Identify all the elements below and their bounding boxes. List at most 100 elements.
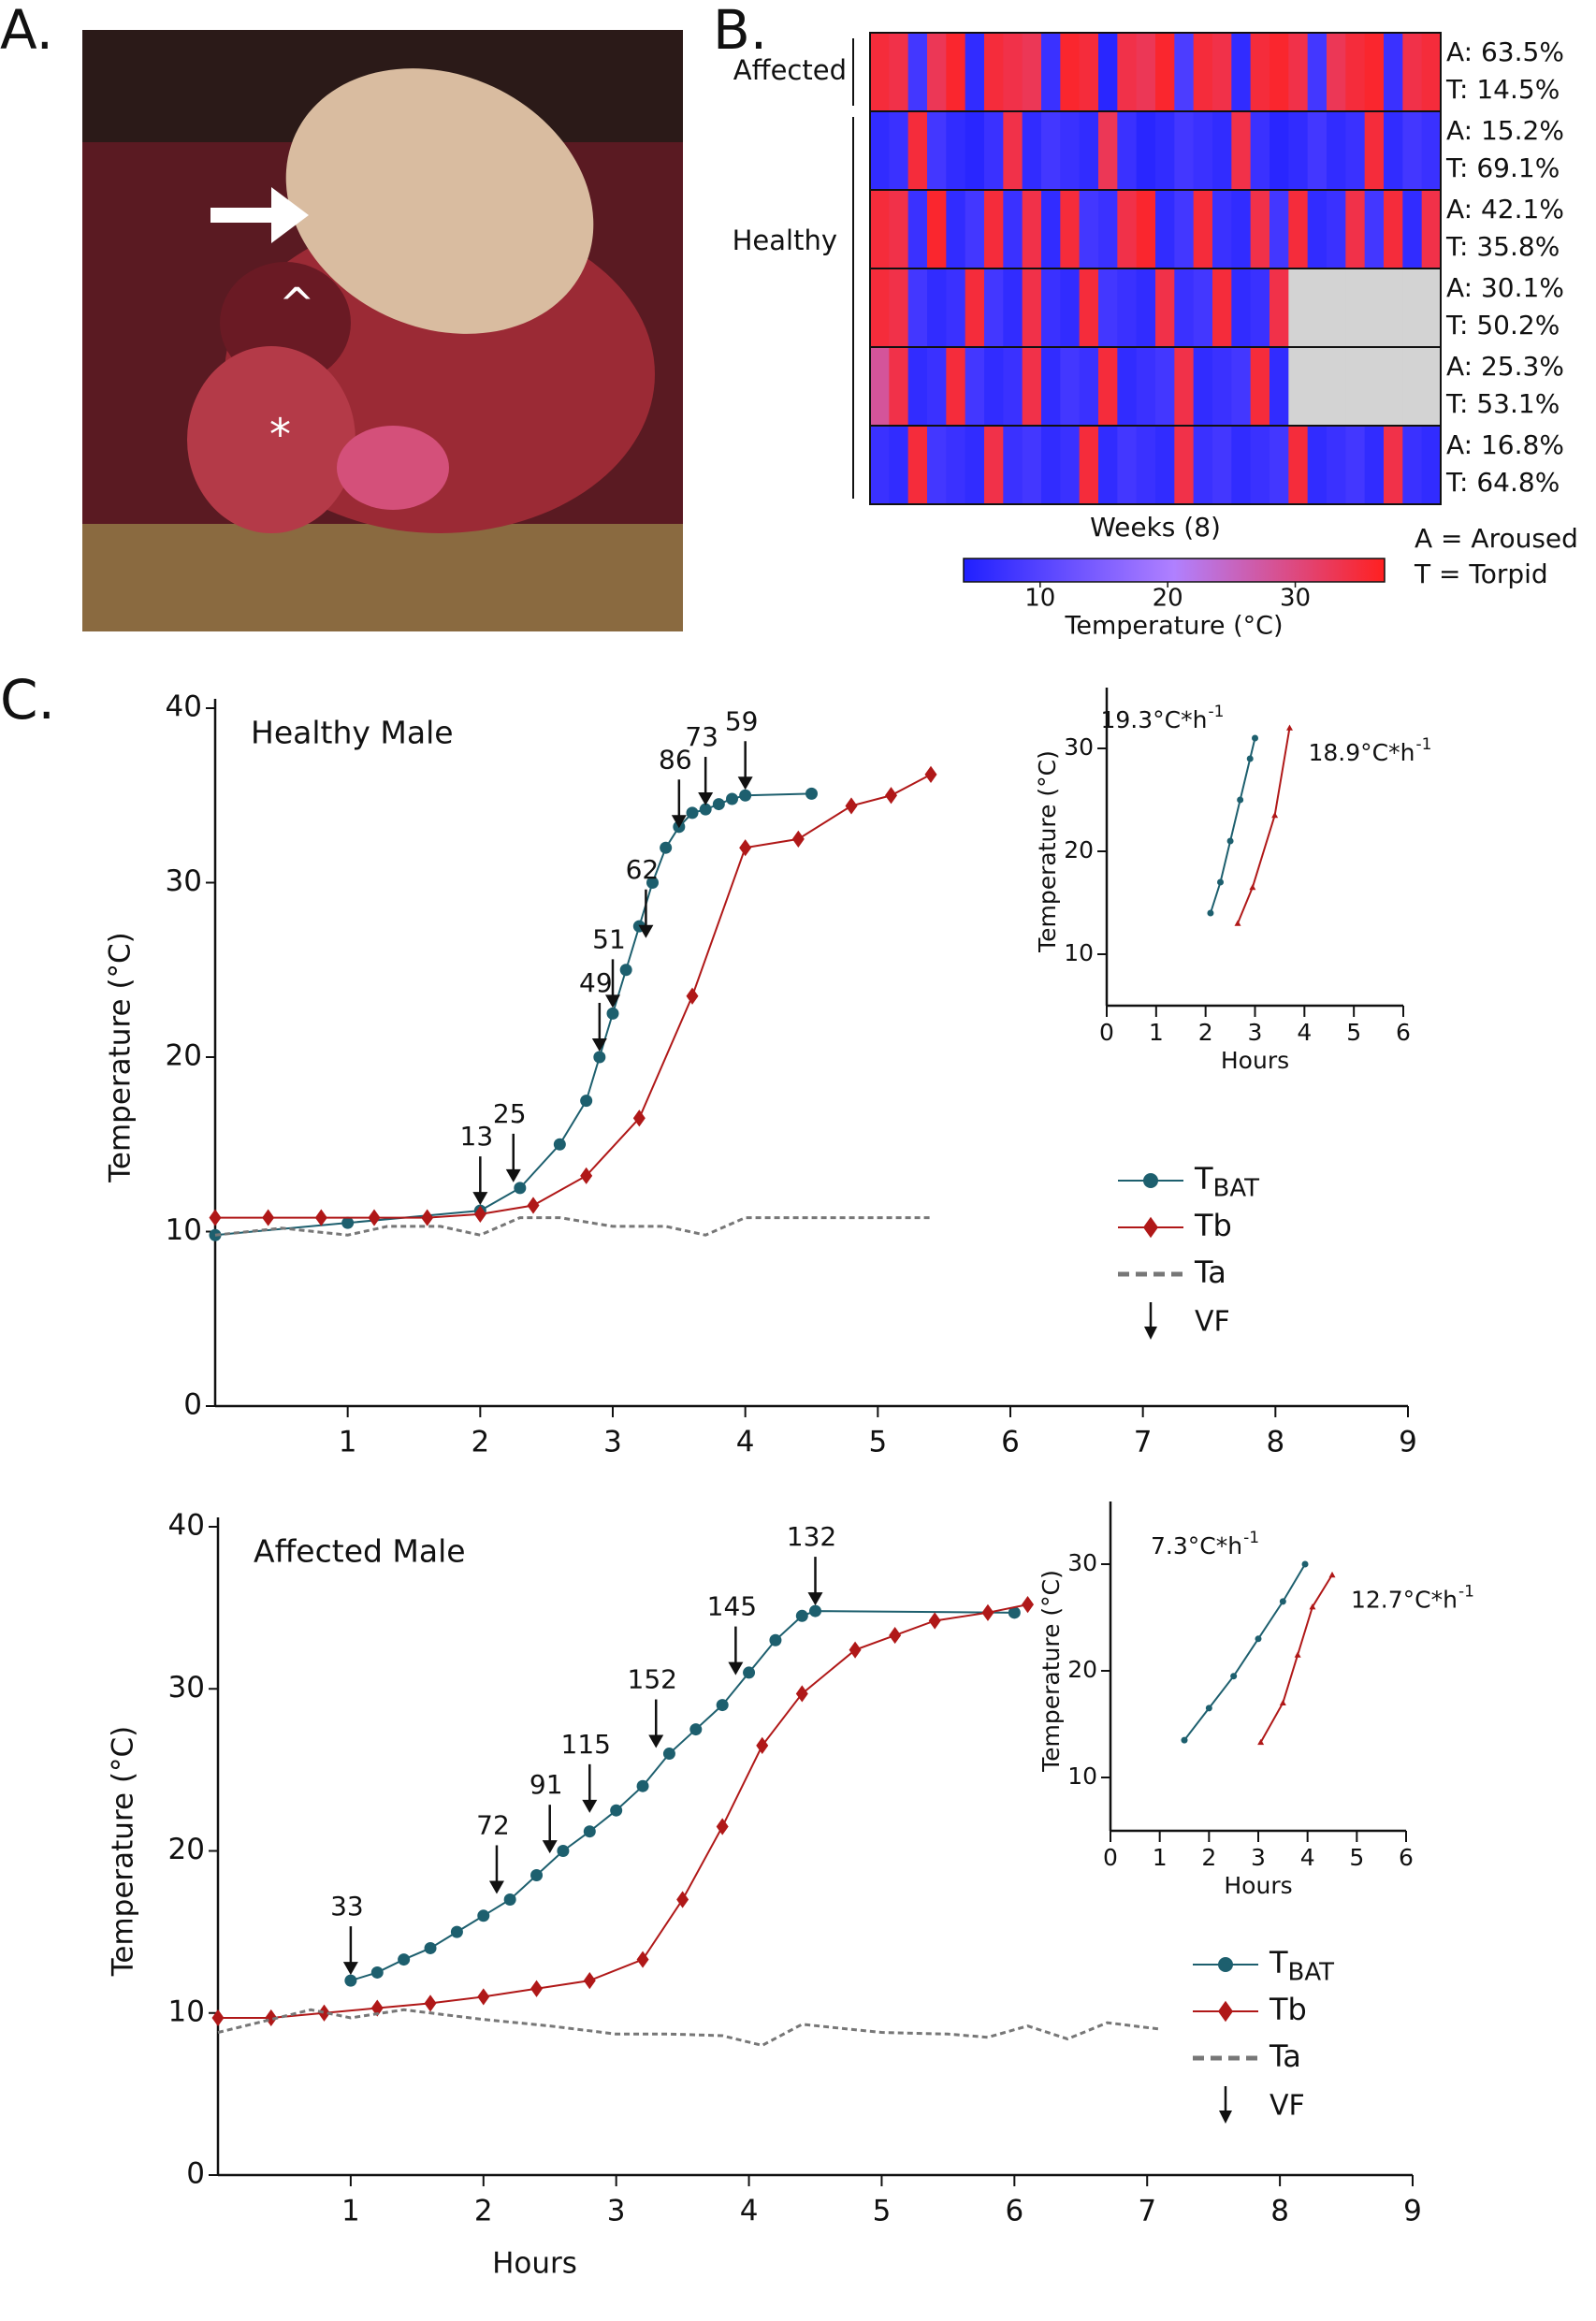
point bbox=[1279, 1699, 1286, 1705]
heat-cell bbox=[1364, 426, 1385, 504]
heat-cell bbox=[927, 426, 947, 504]
heat-cell bbox=[1384, 426, 1403, 504]
heat-cell bbox=[1250, 426, 1270, 504]
x-tick-label: 1 bbox=[341, 2195, 360, 2228]
point bbox=[1246, 755, 1254, 762]
heat-cell bbox=[1155, 347, 1175, 426]
heat-cell bbox=[1421, 111, 1442, 190]
heat-cell bbox=[1364, 111, 1385, 190]
row-label: A: 63.5% bbox=[1446, 36, 1564, 67]
heat-cell bbox=[1231, 33, 1252, 111]
photo-lung bbox=[187, 346, 355, 533]
heat-cell bbox=[1345, 111, 1366, 190]
x-tick-label: 4 bbox=[1297, 1019, 1312, 1046]
point bbox=[885, 787, 897, 805]
heat-cell bbox=[1402, 347, 1423, 426]
heat-cell bbox=[1060, 347, 1081, 426]
heat-cell bbox=[1117, 347, 1138, 426]
point bbox=[981, 1603, 994, 1621]
point bbox=[1234, 920, 1241, 926]
vf-count: 62 bbox=[626, 854, 660, 885]
legend-label-sub: BAT bbox=[1288, 1959, 1335, 1987]
x-tick-label: 5 bbox=[868, 1426, 887, 1459]
y-tick-label: 10 bbox=[1067, 1763, 1097, 1790]
point bbox=[699, 803, 712, 816]
heat-cell bbox=[1231, 426, 1252, 504]
point bbox=[1022, 1596, 1035, 1614]
point bbox=[636, 1951, 649, 1968]
point bbox=[265, 2009, 278, 2027]
y-tick-label: 20 bbox=[1067, 1656, 1097, 1683]
heat-cell bbox=[1402, 268, 1423, 347]
point bbox=[580, 1095, 593, 1108]
heat-cell bbox=[1307, 268, 1328, 347]
point bbox=[1207, 909, 1214, 917]
x-tick-label: 1 bbox=[1153, 1844, 1168, 1871]
heat-cell bbox=[889, 111, 909, 190]
y-tick-label: 20 bbox=[168, 1833, 205, 1866]
rate-exponent: -1 bbox=[1208, 703, 1224, 721]
heat-cell bbox=[1421, 426, 1442, 504]
heat-cell bbox=[907, 347, 928, 426]
heat-cell bbox=[1402, 111, 1423, 190]
heat-cell bbox=[1022, 190, 1042, 268]
point bbox=[1217, 878, 1225, 886]
heat-cell bbox=[1155, 111, 1175, 190]
vf-arrowhead bbox=[671, 815, 687, 829]
row-label: T: 14.5% bbox=[1445, 74, 1560, 105]
x-tick-label: 1 bbox=[1149, 1019, 1164, 1046]
heat-cell bbox=[1288, 347, 1309, 426]
vf-count: 72 bbox=[476, 1809, 510, 1840]
heat-cell bbox=[1022, 111, 1042, 190]
heat-cell bbox=[1250, 268, 1270, 347]
vf-arrowhead bbox=[737, 776, 753, 791]
x-tick-label: 0 bbox=[1103, 1844, 1118, 1871]
point bbox=[580, 1167, 593, 1184]
heat-cell bbox=[907, 190, 928, 268]
heat-cell bbox=[889, 268, 909, 347]
point bbox=[1257, 1738, 1265, 1746]
heat-cell bbox=[1022, 347, 1042, 426]
point bbox=[583, 1972, 596, 1990]
x-tick-label: 4 bbox=[1300, 1844, 1315, 1871]
legend-label-sub: BAT bbox=[1213, 1175, 1260, 1203]
y-tick-label: 30 bbox=[168, 1671, 205, 1704]
heat-cell bbox=[1041, 347, 1061, 426]
point bbox=[341, 1216, 355, 1229]
point bbox=[619, 964, 632, 977]
heat-cell bbox=[946, 268, 966, 347]
point bbox=[712, 798, 725, 811]
x-tick-label: 5 bbox=[873, 2195, 892, 2228]
heat-cell bbox=[1193, 190, 1213, 268]
legend-label: T bbox=[1269, 1945, 1288, 1980]
point bbox=[662, 1748, 675, 1761]
heat-cell bbox=[1307, 347, 1328, 426]
point bbox=[1328, 1571, 1336, 1578]
heat-cell bbox=[1136, 190, 1156, 268]
heat-cell bbox=[1193, 268, 1213, 347]
colorbar bbox=[963, 558, 1386, 583]
point bbox=[553, 1138, 566, 1151]
rate-label: 12.7°C*h bbox=[1351, 1586, 1458, 1613]
legend-label: VF bbox=[1270, 2090, 1305, 2123]
heat-cell bbox=[907, 33, 928, 111]
heat-cell bbox=[927, 190, 947, 268]
heat-cell bbox=[1117, 33, 1138, 111]
heat-cell bbox=[1079, 426, 1099, 504]
x-tick-label: 3 bbox=[607, 2195, 626, 2228]
heat-cell bbox=[1421, 347, 1442, 426]
heat-cell bbox=[1270, 33, 1289, 111]
vf-count: 91 bbox=[530, 1769, 563, 1800]
x-tick-label: 6 bbox=[1001, 1426, 1020, 1459]
heat-cell bbox=[1212, 347, 1232, 426]
vf-count: 145 bbox=[707, 1591, 757, 1622]
point bbox=[716, 1818, 729, 1835]
x-tick-label: 2 bbox=[1201, 1844, 1216, 1871]
row-border bbox=[869, 425, 1442, 505]
point bbox=[1279, 1598, 1286, 1605]
point bbox=[795, 1685, 808, 1703]
key-label: T = Torpid bbox=[1414, 558, 1548, 589]
row-label: A: 30.1% bbox=[1446, 272, 1564, 303]
point bbox=[1205, 1704, 1212, 1712]
